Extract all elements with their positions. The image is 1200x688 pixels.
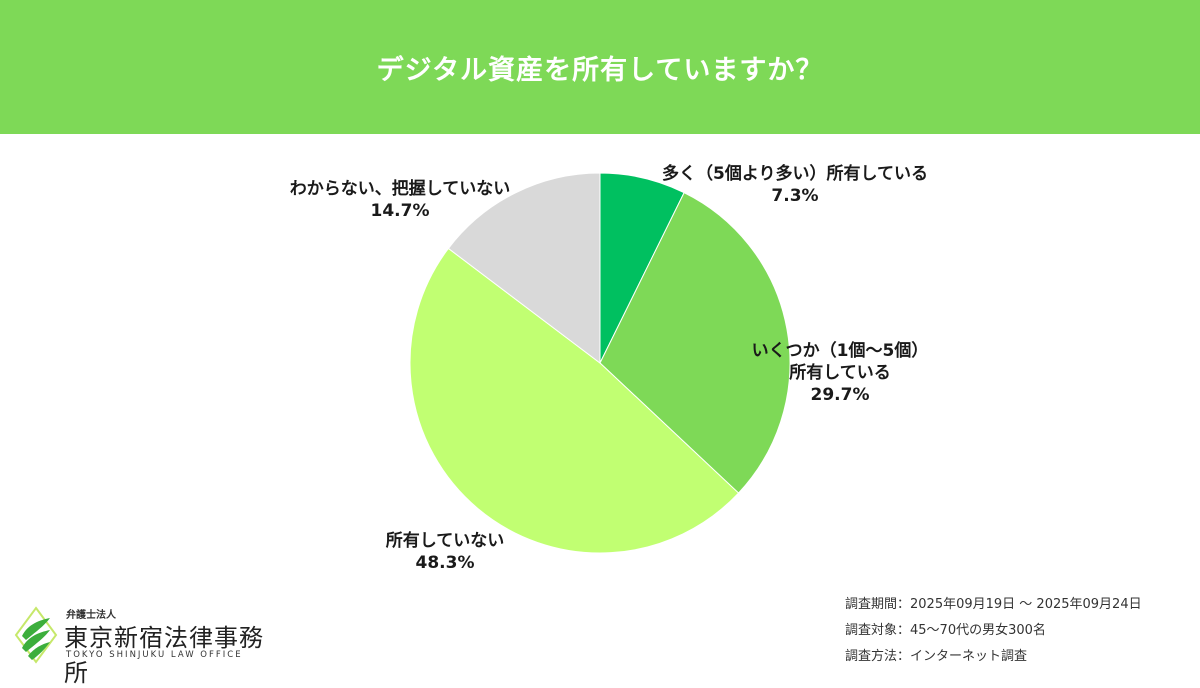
logo-mark-icon: [14, 606, 58, 664]
slice-label: 所有している: [789, 363, 891, 383]
slice-value: 29.7%: [810, 385, 870, 405]
logo-english: TOKYO SHINJUKU LAW OFFICE: [66, 650, 243, 660]
slice-value: 48.3%: [415, 553, 475, 573]
survey-method: 調査方法：インターネット調査: [845, 649, 1028, 664]
slice-value: 7.3%: [771, 186, 819, 206]
slice-label: いくつか（1個〜5個）: [751, 341, 929, 361]
slice-label: わからない、把握していない: [289, 179, 511, 199]
pie-slice-2: [409, 247, 740, 554]
label-none: 所有していない 48.3%: [360, 530, 530, 574]
law-office-logo: 弁護士法人 東京新宿法律事務所 TOKYO SHINJUKU LAW OFFIC…: [14, 606, 284, 687]
slice-value: 14.7%: [370, 201, 430, 221]
survey-info: 調査期間：2025年09月19日 〜 2025年09月24日 調査対象：45〜7…: [845, 592, 1142, 670]
label-many: 多く（5個より多い）所有している 7.3%: [620, 163, 970, 207]
logo-small-text: 弁護士法人: [66, 610, 116, 621]
survey-period: 調査期間：2025年09月19日 〜 2025年09月24日: [845, 597, 1142, 612]
header-banner: デジタル資産を所有していますか？: [0, 0, 1200, 134]
slice-label: 所有していない: [385, 531, 505, 551]
slice-label: 多く（5個より多い）所有している: [662, 164, 928, 184]
label-unknown: わからない、把握していない 14.7%: [250, 178, 550, 222]
survey-target: 調査対象：45〜70代の男女300名: [845, 623, 1046, 638]
chart-title: デジタル資産を所有していますか？: [376, 54, 824, 86]
pie-slice-3: [447, 172, 601, 365]
pie-slice-1: [599, 191, 791, 494]
label-some: いくつか（1個〜5個） 所有している 29.7%: [720, 340, 960, 406]
